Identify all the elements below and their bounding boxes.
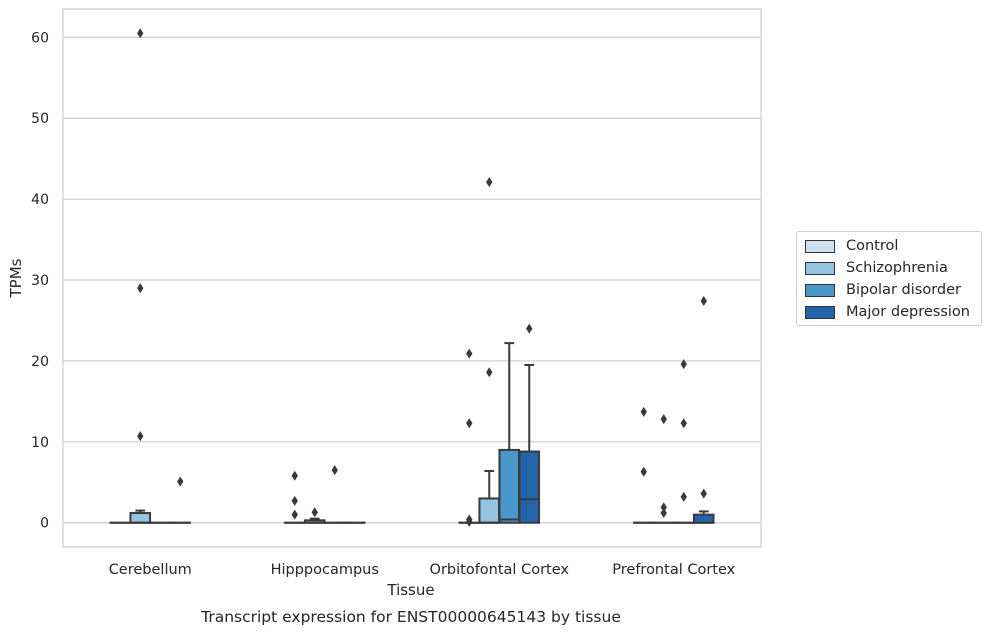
y-tick-label: 30 [31, 273, 49, 289]
box-body [692, 513, 715, 524]
box-body [129, 512, 152, 524]
outlier-point [660, 502, 667, 513]
outlier-point [486, 367, 493, 378]
outlier-point [640, 466, 647, 477]
outlier-point [680, 359, 687, 370]
x-tick-labels: Cerebellum Hipppocampus Orbitofontal Corte… [109, 562, 736, 578]
outlier-point [680, 491, 687, 502]
x-tick-label: Prefrontal Cortex [612, 562, 735, 578]
outlier-point [177, 476, 184, 487]
legend-label: Schizophrenia [846, 260, 948, 276]
x-axis-label: Tissue [386, 581, 434, 599]
x-tick-label: Orbitofontal Cortex [430, 562, 570, 578]
box-body [498, 448, 521, 524]
outlier-point [700, 296, 707, 307]
box-schizophrenia [478, 469, 501, 524]
legend: Control Schizophrenia Bipolar disorder M… [796, 231, 982, 326]
outlier-point [311, 507, 318, 518]
boxes [109, 342, 715, 524]
outlier-point [331, 465, 338, 476]
y-axis-label: TPMs [7, 258, 25, 298]
outlier-point [660, 508, 667, 519]
y-tick-label: 60 [31, 30, 49, 46]
grid-lines [63, 36, 761, 524]
outlier-point [291, 495, 298, 506]
outlier-point [466, 348, 473, 359]
box-body [518, 450, 541, 524]
outlier-point [137, 431, 144, 442]
legend-item-bipolar-disorder: Bipolar disorder [805, 280, 961, 300]
box-major-depression [692, 510, 715, 524]
legend-label: Control [846, 238, 899, 254]
outlier-point [640, 406, 647, 417]
y-tick-label: 0 [40, 516, 49, 532]
outlier-point [680, 418, 687, 429]
y-tick-label: 40 [31, 192, 49, 208]
box-schizophrenia [129, 509, 152, 524]
outlier-point [526, 323, 533, 334]
outlier-point [466, 418, 473, 429]
outlier-point [291, 509, 298, 520]
outliers [137, 28, 707, 527]
y-tick-label: 50 [31, 111, 49, 127]
y-tick-label: 20 [31, 354, 49, 370]
box-body [478, 497, 501, 524]
box-major-depression [518, 363, 541, 524]
outlier-point [486, 177, 493, 188]
legend-swatch [805, 239, 835, 253]
chart-title: Transcript expression for ENST0000064514… [200, 608, 621, 626]
legend-label: Major depression [846, 304, 970, 320]
legend-label: Bipolar disorder [846, 282, 961, 298]
y-tick-labels: 0 10 20 30 40 50 60 [31, 30, 49, 531]
outlier-point [137, 283, 144, 294]
outlier-point [137, 28, 144, 39]
legend-swatch [805, 283, 835, 297]
legend-item-control: Control [805, 236, 898, 256]
legend-swatch [805, 305, 835, 319]
plot-frame [62, 8, 762, 548]
legend-item-schizophrenia: Schizophrenia [805, 258, 948, 278]
outlier-point [660, 414, 667, 425]
y-tick-label: 10 [31, 435, 49, 451]
outlier-point [291, 470, 298, 481]
outlier-point [700, 488, 707, 499]
x-tick-label: Hipppocampus [271, 562, 379, 578]
legend-swatch [805, 261, 835, 275]
legend-item-major-depression: Major depression [805, 302, 970, 322]
box-bipolar-disorder [498, 342, 521, 524]
x-tick-label: Cerebellum [109, 562, 192, 578]
box-schizophrenia [303, 517, 326, 524]
outlier-point [466, 516, 473, 527]
